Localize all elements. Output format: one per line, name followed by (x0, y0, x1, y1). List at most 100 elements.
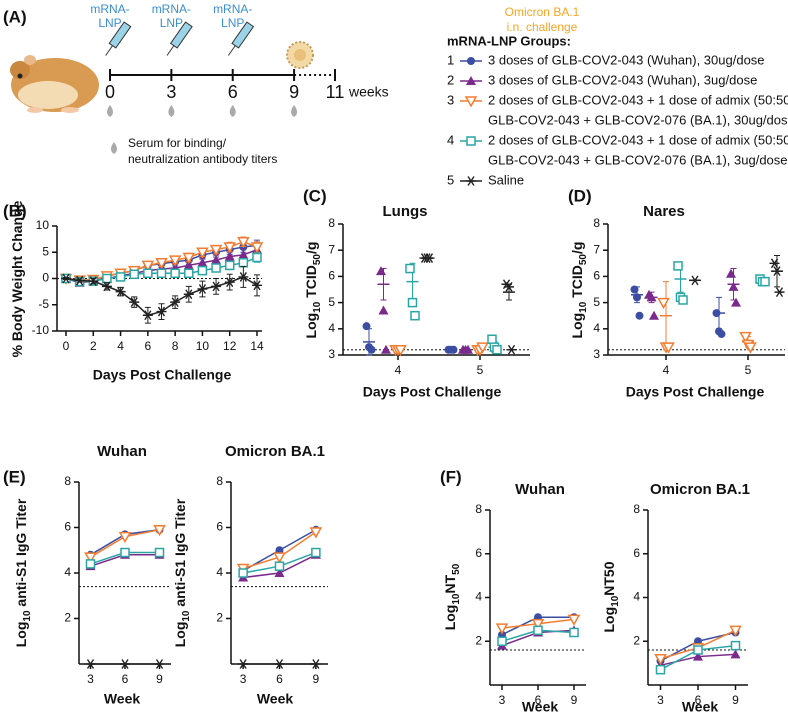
charts: (B)% Body Weight Change Days Post Challen… (3, 186, 785, 715)
y-axis-label-part: 10 (578, 301, 589, 313)
x-axis-label: Week (104, 691, 141, 707)
data-point (717, 330, 726, 339)
data-point (630, 285, 639, 294)
syringe-needle (105, 45, 113, 56)
data-point (61, 273, 71, 284)
y-axis-label-part: Log (303, 313, 319, 339)
x-axis-label: Days Post Challenge (363, 384, 502, 400)
chart-title: Wuhan (515, 481, 565, 498)
data-point (394, 345, 407, 357)
timeline-tick-label: 6 (228, 82, 238, 102)
timeline-tick-label: 11 (326, 82, 345, 102)
data-point (238, 249, 249, 259)
y-axis-label: Log10 TCID50/g (303, 242, 323, 339)
panel-label: (F) (440, 467, 462, 486)
data-point (662, 342, 675, 354)
y-axis-label-part: Log (13, 622, 29, 648)
chart: (D) Nares Log10 TCID50/g Days Post Challeng… (568, 186, 785, 400)
data-point (184, 268, 194, 278)
y-tick-label: 5 (328, 295, 335, 309)
data-point (649, 310, 659, 320)
data-point (224, 260, 235, 271)
y-tick-label: 7 (593, 242, 600, 256)
data-point (739, 331, 752, 344)
y-tick-label: -10 (32, 323, 50, 337)
data-point (129, 269, 139, 280)
serum-label: Serum for binding/ (128, 136, 227, 150)
y-tick-label: 8 (633, 502, 640, 516)
vaccine-label: mRNA- (213, 2, 252, 16)
drop-icon (229, 105, 236, 117)
data-point (774, 287, 785, 298)
y-tick-label: 8 (328, 216, 335, 230)
data-point (729, 625, 742, 637)
x-tick-label: 9 (732, 693, 739, 707)
data-point (367, 345, 376, 354)
y-axis-label: Log10NT50 (442, 563, 462, 630)
data-point (197, 265, 208, 276)
y-tick-label: 4 (216, 565, 223, 579)
data-point (569, 627, 579, 638)
y-axis-label: Log10NT50 (601, 561, 621, 632)
data-point (170, 297, 181, 308)
data-point (156, 268, 167, 278)
data-point (310, 659, 321, 669)
data-point (211, 263, 221, 273)
data-point (533, 625, 543, 636)
chart: (F) Wuhan Log10NT50 Week 2 4 6 8 3 6 9 (440, 467, 586, 715)
data-point (646, 292, 657, 302)
data-point (309, 527, 323, 539)
data-point (274, 561, 285, 571)
x-tick-label: 4 (117, 339, 124, 353)
y-axis-label-part: 10 (312, 301, 323, 313)
y-tick-label: 6 (633, 546, 640, 560)
virus-icon (286, 41, 314, 69)
data-point (378, 305, 389, 315)
y-axis-label-part: Log (569, 313, 585, 339)
data-point (85, 559, 96, 569)
timeline-tick-label: 3 (166, 82, 176, 102)
chart-title: Nares (643, 203, 685, 220)
data-point (182, 252, 196, 265)
y-axis-label-part: Log (172, 622, 188, 648)
y-tick-label: 6 (64, 520, 71, 534)
y-axis-label-part: % Body Weight Change (9, 200, 25, 357)
data-point (85, 659, 96, 669)
data-point (635, 311, 644, 320)
data-point (726, 268, 736, 278)
legend-number: 1 (447, 52, 454, 67)
x-axis-label: Days Post Challenge (626, 384, 765, 400)
data-point (120, 659, 130, 669)
y-axis-label: % Body Weight Change (9, 200, 25, 357)
data-point (487, 334, 497, 345)
legend-number: 2 (447, 72, 454, 87)
data-point (728, 281, 739, 291)
legend: mRNA-LNP Groups: 1 3 doses of GLB-COV2-04… (447, 33, 788, 187)
y-tick-label: 8 (475, 502, 482, 516)
y-axis-label-part: TCID (303, 265, 319, 302)
data-point (197, 284, 208, 294)
data-point (449, 345, 458, 354)
y-tick-label: 10 (36, 218, 50, 232)
y-axis-label-part: 50 (451, 563, 462, 575)
y-axis-label-part: NT50 (601, 561, 617, 595)
data-point (407, 297, 418, 308)
data-point (156, 306, 167, 317)
y-axis-label-part: anti-S1 IgG Titer (13, 498, 29, 610)
x-tick-label: 5 (745, 363, 752, 377)
chart: (E) Wuhan Log10 anti-S1 IgG Titer Week 2 4 6 8 3… (3, 443, 171, 707)
y-tick-label: 2 (475, 633, 482, 647)
syringe-needle (227, 45, 236, 56)
y-axis-label-part: anti-S1 IgG Titer (172, 498, 188, 610)
data-point (237, 237, 250, 249)
x-tick-label: 8 (172, 339, 179, 353)
y-axis-label-part: 10 (451, 593, 462, 605)
vaccine-label: LNP (221, 16, 244, 30)
y-axis-label-part: 10 (610, 595, 621, 607)
legend-label: 3 doses of GLB-COV2-043 (Wuhan), 3ug/dos… (488, 72, 757, 87)
x-tick-label: 2 (90, 339, 97, 353)
y-axis-label-part: Log (442, 605, 458, 631)
data-point (381, 344, 391, 354)
x-tick-label: 10 (196, 339, 210, 353)
y-axis-label: Log10 TCID50/g (569, 242, 589, 339)
